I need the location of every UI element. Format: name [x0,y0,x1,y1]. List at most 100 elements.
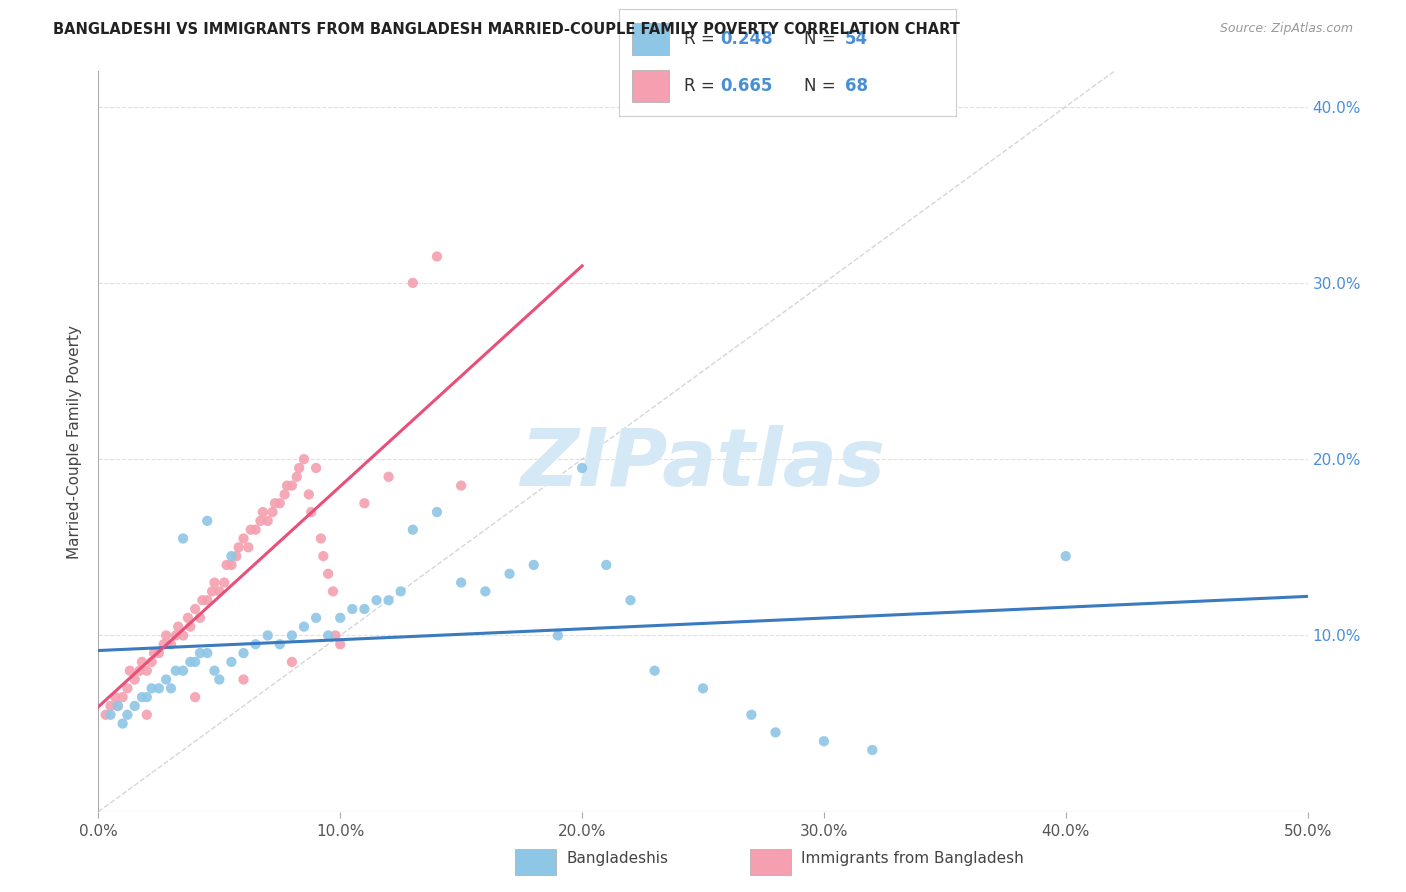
Point [232,673,254,687]
Point [325,628,347,642]
Point [124,673,146,687]
Point [221,558,243,572]
Point [813,734,835,748]
Point [276,478,298,492]
Point [111,690,134,705]
Point [860,743,883,757]
Point [172,628,194,642]
Text: N =: N = [804,30,841,48]
Point [160,637,183,651]
Point [366,593,388,607]
Point [135,664,157,678]
Point [131,690,153,705]
Point [195,646,218,660]
Text: Source: ZipAtlas.com: Source: ZipAtlas.com [1219,22,1353,36]
Point [298,487,321,501]
Text: 68: 68 [845,77,868,95]
Point [124,698,146,713]
Point [107,698,129,713]
Point [195,514,218,528]
Point [195,593,218,607]
Point [571,461,593,475]
Point [141,655,163,669]
Point [208,673,231,687]
Point [249,514,271,528]
Point [221,549,243,563]
Point [167,619,190,633]
Point [252,505,274,519]
Point [342,602,364,616]
Point [188,646,211,660]
Point [191,593,214,607]
Point [184,602,207,616]
Point [353,602,375,616]
Point [619,593,641,607]
Point [402,276,425,290]
Point [221,655,243,669]
Point [426,505,449,519]
Point [474,584,496,599]
Point [305,611,328,625]
Point [285,470,308,484]
Point [692,681,714,696]
Point [245,523,267,537]
Point [155,673,177,687]
Point [765,725,787,739]
Point [288,461,311,475]
Point [256,628,278,642]
Point [94,707,117,722]
Point [450,575,472,590]
Point [179,655,201,669]
Point [184,655,207,669]
Point [104,690,127,705]
Point [256,514,278,528]
Point [100,698,122,713]
Point [281,655,304,669]
Point [172,532,194,546]
Point [262,505,284,519]
Text: 0.665: 0.665 [720,77,772,95]
Point [269,496,291,510]
Point [184,690,207,705]
Point [316,628,339,642]
Point [228,541,250,555]
Point [377,593,399,607]
Point [273,487,295,501]
Point [160,681,183,696]
Point [204,664,226,678]
Point [322,584,344,599]
Point [141,681,163,696]
Point [292,452,315,467]
Point [179,619,201,633]
Point [148,646,170,660]
Point [111,716,134,731]
Point [281,478,304,492]
Point [426,250,449,264]
Point [148,681,170,696]
Text: R =: R = [685,30,720,48]
Point [204,575,226,590]
Y-axis label: Married-Couple Family Poverty: Married-Couple Family Poverty [67,325,83,558]
Point [450,478,472,492]
Point [155,628,177,642]
Point [264,496,287,510]
Text: 54: 54 [845,30,868,48]
Point [305,461,328,475]
Text: ZIPatlas: ZIPatlas [520,425,886,503]
Point [143,646,166,660]
Text: Immigrants from Bangladesh: Immigrants from Bangladesh [801,851,1024,865]
Point [523,558,546,572]
Point [131,655,153,669]
Text: BANGLADESHI VS IMMIGRANTS FROM BANGLADESH MARRIED-COUPLE FAMILY POVERTY CORRELAT: BANGLADESHI VS IMMIGRANTS FROM BANGLADES… [53,22,960,37]
Point [269,637,291,651]
Point [309,532,332,546]
Point [281,628,304,642]
Point [740,707,762,722]
Point [135,690,157,705]
Text: R =: R = [685,77,720,95]
Point [377,470,399,484]
Point [547,628,569,642]
Point [389,584,412,599]
Point [165,628,187,642]
Point [212,575,235,590]
